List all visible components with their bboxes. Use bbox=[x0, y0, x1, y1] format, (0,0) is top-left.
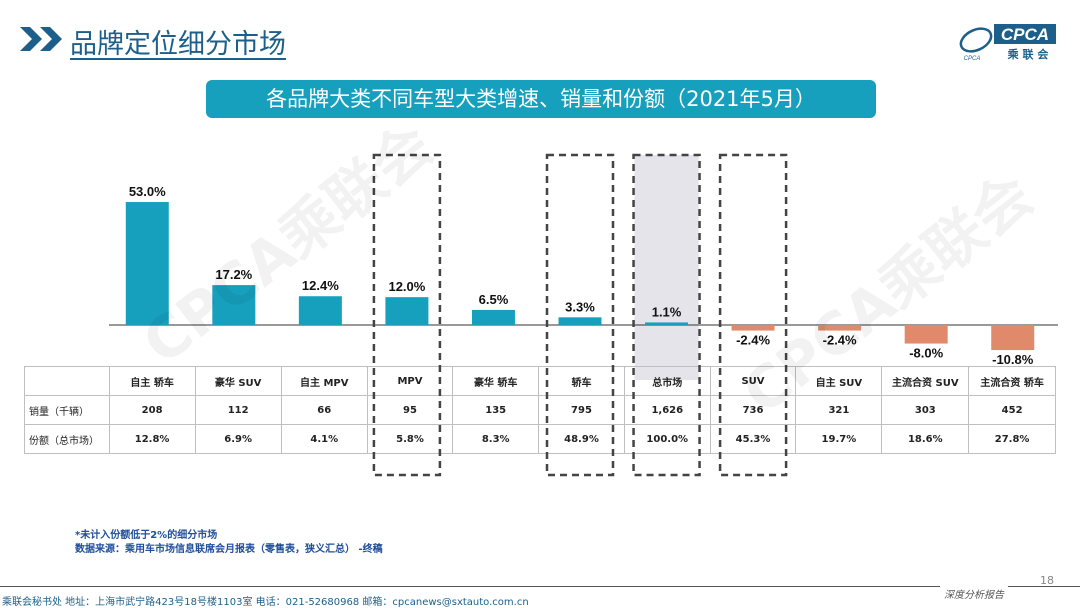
category-label: 主流合资 SUV bbox=[881, 366, 970, 396]
svg-text:乘 联 会: 乘 联 会 bbox=[1007, 47, 1050, 61]
table-cell: 321 bbox=[795, 395, 883, 425]
footnote: *未计入份额低于2%的细分市场 bbox=[75, 530, 218, 541]
bar bbox=[904, 325, 948, 344]
bar bbox=[731, 325, 775, 331]
highlight-shade bbox=[634, 155, 699, 380]
data-label: -2.4% bbox=[823, 333, 857, 348]
table-cell: 95 bbox=[366, 395, 454, 425]
bar bbox=[818, 325, 862, 331]
data-label: 12.4% bbox=[302, 278, 339, 293]
footer-tag: 深度分析报告 bbox=[940, 586, 1008, 601]
cpca-logo: CPCA 乘 联 会 CPCA bbox=[956, 18, 1060, 64]
table-cell: 736 bbox=[709, 395, 797, 425]
table-cell: 12.8% bbox=[108, 424, 196, 454]
table-row: 销量（千辆） 208 112 66 95 135 795 1,626 736 321 303 452 bbox=[24, 395, 1056, 425]
category-label: 主流合资 轿车 bbox=[968, 366, 1056, 396]
data-table: 自主 轿车 豪华 SUV 自主 MPV MPV 豪华 轿车 轿车 总市场 SUV 自主 SUV 主… bbox=[24, 366, 1056, 454]
table-corner-cell bbox=[24, 366, 110, 396]
table-cell: 5.8% bbox=[366, 424, 454, 454]
data-label: -8.0% bbox=[909, 346, 943, 361]
table-cell: 795 bbox=[538, 395, 625, 425]
table-cell: 18.6% bbox=[881, 424, 970, 454]
data-label: -2.4% bbox=[736, 333, 770, 348]
footer-contact: 乘联会秘书处 地址：上海市武宁路423号18号楼1103室 电话：021-526… bbox=[2, 597, 529, 608]
table-row: 份额（总市场） 12.8% 6.9% 4.1% 5.8% 8.3% 48.9% 100.0% 4… bbox=[24, 424, 1056, 454]
table-cell: 4.1% bbox=[280, 424, 368, 454]
row-label: 份额（总市场） bbox=[24, 424, 110, 454]
table-cell: 6.9% bbox=[194, 424, 282, 454]
data-source-note: 数据来源：乘用车市场信息联席会月报表（零售表，狭义汇总） -终稿 bbox=[75, 544, 383, 555]
chevron-arrows-icon bbox=[20, 27, 62, 51]
table-cell: 303 bbox=[881, 395, 970, 425]
table-cell: 48.9% bbox=[538, 424, 625, 454]
growth-bar-chart: 53.0% 17.2% 12.4% 12.0% 6.5% 3.3% 1.1% -2.4% -2.… bbox=[109, 155, 1058, 380]
table-cell: 66 bbox=[280, 395, 368, 425]
data-label: 53.0% bbox=[129, 184, 166, 199]
chart-title-banner: 各品牌大类不同车型大类增速、销量和份额（2021年5月） bbox=[206, 80, 876, 118]
category-label: 豪华 SUV bbox=[194, 366, 282, 396]
table-cell: 112 bbox=[194, 395, 282, 425]
category-label: 自主 SUV bbox=[795, 366, 883, 396]
data-label: 17.2% bbox=[215, 267, 252, 282]
bar bbox=[991, 325, 1035, 351]
footer-divider bbox=[0, 586, 1080, 587]
bar bbox=[645, 322, 689, 325]
svg-text:CPCA: CPCA bbox=[1001, 25, 1049, 44]
svg-text:CPCA: CPCA bbox=[964, 56, 981, 62]
row-label: 销量（千辆） bbox=[24, 395, 110, 425]
data-label: 3.3% bbox=[565, 299, 595, 314]
category-label: MPV bbox=[366, 366, 454, 396]
category-label: 自主 MPV bbox=[280, 366, 368, 396]
data-label: 6.5% bbox=[479, 292, 509, 307]
bar bbox=[471, 309, 515, 325]
category-label: 轿车 bbox=[538, 366, 625, 396]
page-number: 18 bbox=[1040, 574, 1054, 587]
table-cell: 19.7% bbox=[795, 424, 883, 454]
category-label: 总市场 bbox=[623, 366, 711, 396]
table-header-row: 自主 轿车 豪华 SUV 自主 MPV MPV 豪华 轿车 轿车 总市场 SUV 自主 SUV 主… bbox=[24, 366, 1056, 396]
table-cell: 208 bbox=[108, 395, 196, 425]
data-label: -10.8% bbox=[992, 352, 1034, 367]
bar bbox=[212, 285, 256, 325]
category-label: 豪华 轿车 bbox=[452, 366, 540, 396]
table-cell: 1,626 bbox=[623, 395, 711, 425]
bar bbox=[558, 317, 602, 325]
bar bbox=[125, 202, 169, 325]
bar bbox=[298, 296, 342, 325]
category-label: 自主 轿车 bbox=[108, 366, 196, 396]
page-title: 品牌定位细分市场 bbox=[70, 29, 286, 60]
category-label: SUV bbox=[709, 366, 797, 396]
table-cell: 8.3% bbox=[452, 424, 540, 454]
bar bbox=[385, 297, 429, 325]
data-label: 12.0% bbox=[388, 279, 425, 294]
table-cell: 452 bbox=[968, 395, 1056, 425]
table-cell: 45.3% bbox=[709, 424, 797, 454]
data-label: 1.1% bbox=[652, 304, 682, 319]
table-cell: 135 bbox=[452, 395, 540, 425]
table-cell: 27.8% bbox=[968, 424, 1056, 454]
table-cell: 100.0% bbox=[623, 424, 711, 454]
